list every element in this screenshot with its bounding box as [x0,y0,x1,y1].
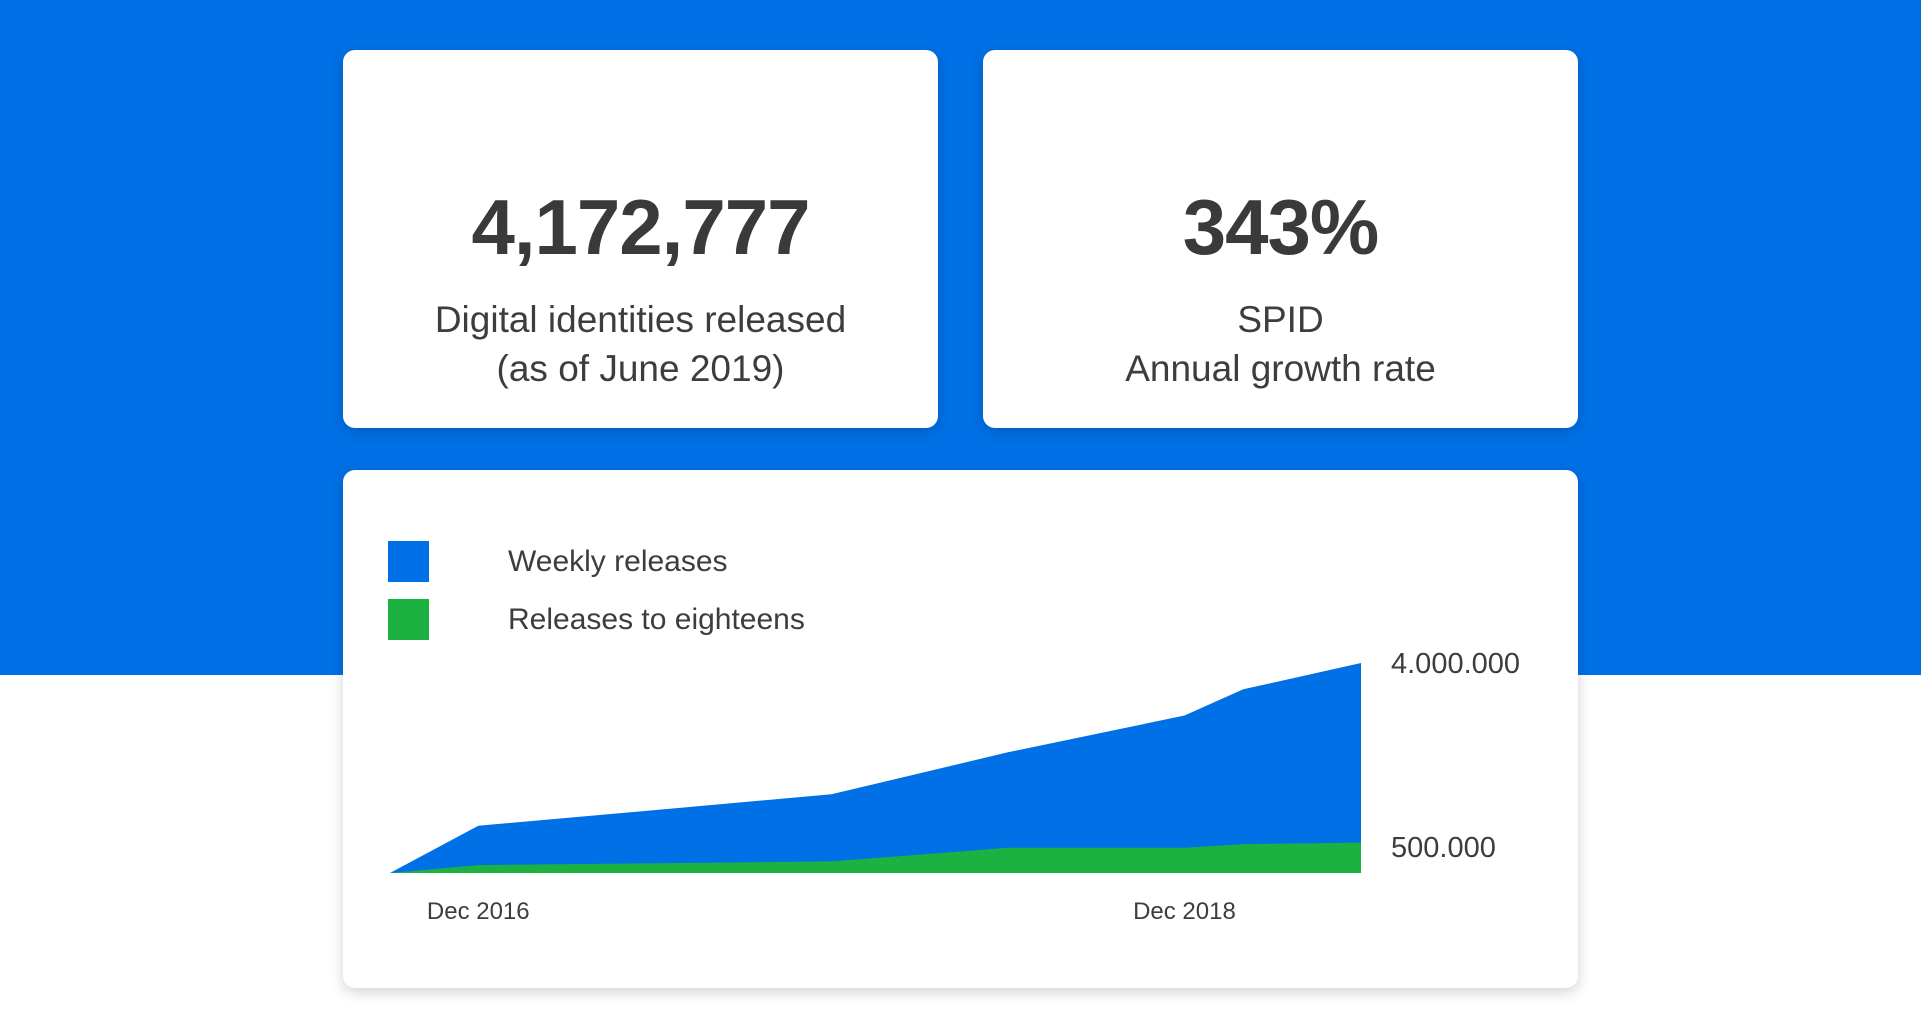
y-tick-label: 500.000 [1391,832,1496,864]
stat-card-growth: 343% SPID Annual growth rate [983,50,1578,428]
legend-label-releases-to-eighteens: Releases to eighteens [508,603,805,636]
chart-card: 4.000.000 500.000 Dec 2016 Dec 2018 Weekly … [343,470,1578,988]
stat-caption-line2: Annual growth rate [1125,348,1436,389]
stat-caption-line2: (as of June 2019) [496,348,785,389]
stat-caption-growth: SPID Annual growth rate [983,295,1578,393]
stat-caption-line1: SPID [1237,299,1324,340]
stat-caption-identities: Digital identities released (as of June … [343,295,938,393]
legend-swatch-weekly-releases [388,541,429,582]
stat-value-identities: 4,172,777 [471,183,810,271]
x-tick-label: Dec 2018 [1133,898,1236,925]
x-tick-label: Dec 2016 [427,898,530,925]
legend-label-weekly-releases: Weekly releases [508,545,728,578]
stat-value-growth: 343% [1182,183,1380,271]
area-series-releases-to-eighteens [390,842,1361,873]
area-series-weekly-releases [390,663,1361,873]
area-chart: 4.000.000 500.000 Dec 2016 Dec 2018 [390,648,1520,925]
stat-card-identities: 4,172,777 Digital identities released (a… [343,50,938,428]
legend-swatch-releases-to-eighteens [388,599,429,640]
y-tick-label: 4.000.000 [1391,648,1520,680]
stat-caption-line1: Digital identities released [434,299,847,340]
